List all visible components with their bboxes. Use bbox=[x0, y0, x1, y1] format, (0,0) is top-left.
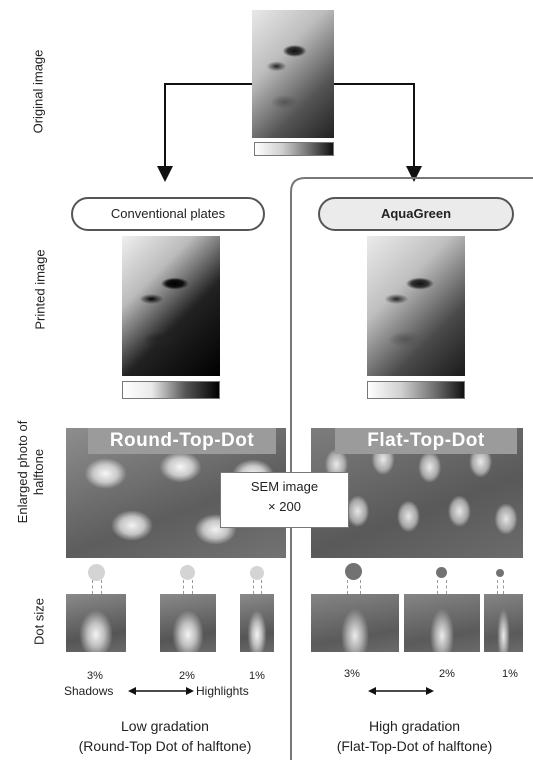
conventional-plates-label: Conventional plates bbox=[71, 197, 265, 231]
dot-guide-left-2pct bbox=[183, 580, 184, 594]
caption-high-gradation: High gradation (Flat-Top-Dot of halftone… bbox=[296, 716, 533, 756]
pct-left-3: 3% bbox=[87, 670, 103, 682]
pct-right-3: 3% bbox=[344, 668, 360, 680]
original-gradation-bar bbox=[254, 142, 334, 156]
sem-label-line2: × 200 bbox=[268, 499, 301, 514]
sem-label-line1: SEM image bbox=[250, 479, 319, 494]
label-enlarged-photo: Enlarged photo of halftone bbox=[15, 407, 47, 537]
sem-image-label: SEM image × 200 bbox=[220, 472, 349, 528]
caption-high-line1: High gradation bbox=[368, 718, 461, 734]
dot-guide-left-1pct-b bbox=[261, 580, 262, 594]
printed-image-conventional bbox=[122, 236, 220, 376]
dot-tile-left-2pct bbox=[160, 594, 216, 652]
pct-left-2: 2% bbox=[179, 670, 195, 682]
pct-right-1: 1% bbox=[502, 668, 518, 680]
printed-gradation-bar-conventional bbox=[122, 381, 220, 399]
shadows-label: Shadows bbox=[64, 684, 114, 698]
dot-guide-right-2pct-b bbox=[446, 580, 447, 594]
dot-guide-left-3pct bbox=[92, 580, 93, 594]
dot-guide-left-3pct-b bbox=[101, 580, 102, 594]
printed-image-aquagreen bbox=[367, 236, 465, 376]
caption-high-line2: (Flat-Top-Dot of halftone) bbox=[336, 738, 493, 754]
banner-round-top-dot: Round-Top-Dot bbox=[88, 428, 276, 454]
aquagreen-label: AquaGreen bbox=[318, 197, 514, 231]
dot-guide-right-3pct-b bbox=[360, 580, 361, 594]
caption-low-gradation: Low gradation (Round-Top Dot of halftone… bbox=[40, 716, 290, 756]
printed-gradation-bar-aquagreen bbox=[367, 381, 465, 399]
dot-guide-right-3pct bbox=[347, 580, 348, 594]
label-enlarged-line1: Enlarged photo of bbox=[15, 420, 30, 524]
original-image bbox=[252, 10, 334, 138]
label-dot-size: Dot size bbox=[31, 598, 47, 645]
caption-low-line2: (Round-Top Dot of halftone) bbox=[78, 738, 252, 754]
dot-guide-right-2pct bbox=[437, 580, 438, 594]
arrow-to-conventional bbox=[157, 83, 252, 182]
dot-tile-right-1pct bbox=[484, 594, 523, 652]
dot-right-2pct bbox=[436, 567, 447, 578]
dot-right-1pct bbox=[496, 569, 504, 577]
pct-right-2: 2% bbox=[439, 668, 455, 680]
highlights-label: Highlights bbox=[196, 684, 249, 698]
dot-guide-left-2pct-b bbox=[192, 580, 193, 594]
gradation-arrow-left bbox=[128, 687, 194, 695]
dot-right-3pct bbox=[345, 563, 362, 580]
dot-left-1pct bbox=[250, 566, 264, 580]
dot-guide-left-1pct bbox=[253, 580, 254, 594]
label-printed-image: Printed image bbox=[32, 249, 48, 330]
dot-tile-left-3pct bbox=[66, 594, 126, 652]
right-panel-border bbox=[290, 177, 533, 760]
banner-flat-top-dot: Flat-Top-Dot bbox=[335, 428, 517, 454]
arrow-to-aquagreen bbox=[334, 83, 422, 182]
dot-left-3pct bbox=[88, 564, 105, 581]
dot-guide-right-1pct-b bbox=[503, 580, 504, 594]
label-enlarged-line2: halftone bbox=[31, 448, 46, 496]
dot-guide-right-1pct bbox=[497, 580, 498, 594]
gradation-arrow-right bbox=[368, 687, 434, 695]
dot-left-2pct bbox=[180, 565, 195, 580]
label-original-image: Original image bbox=[30, 49, 46, 134]
dot-tile-left-1pct bbox=[240, 594, 274, 652]
caption-low-line1: Low gradation bbox=[121, 718, 209, 734]
pct-left-1: 1% bbox=[249, 670, 265, 682]
dot-tile-right-2pct bbox=[404, 594, 480, 652]
dot-tile-right-3pct bbox=[311, 594, 399, 652]
